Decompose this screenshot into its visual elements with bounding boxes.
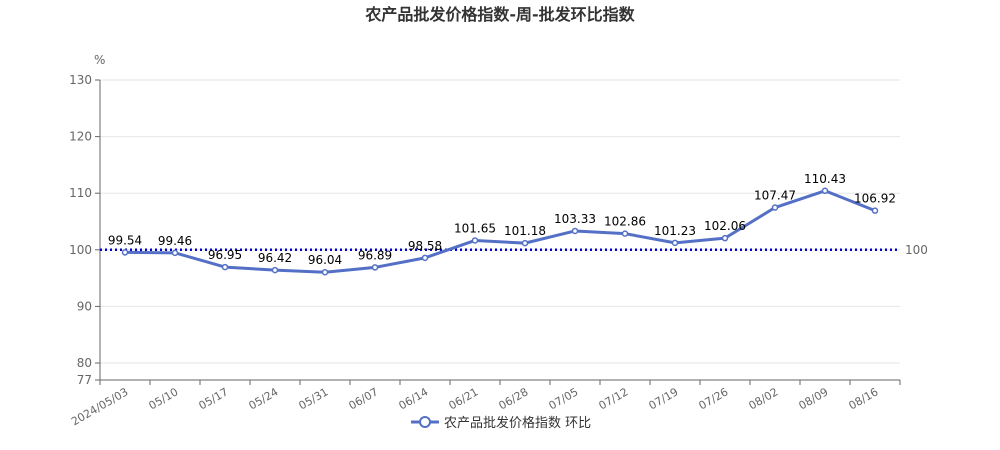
x-tick-label: 06/21 — [447, 385, 481, 412]
reference-line-label: 100 — [905, 243, 928, 257]
data-point[interactable] — [171, 249, 179, 257]
gridlines — [100, 79, 900, 364]
data-label: 99.46 — [158, 234, 192, 248]
x-tick-label: 08/16 — [847, 385, 881, 412]
chart-title: 农产品批发价格指数-周-批发环比指数 — [364, 5, 635, 24]
y-tick-label: 90 — [77, 299, 92, 313]
data-label: 106.92 — [854, 192, 896, 206]
data-point[interactable] — [421, 254, 429, 262]
x-tick-label: 05/24 — [247, 385, 281, 412]
data-label: 103.33 — [554, 212, 596, 226]
legend-marker-icon — [419, 416, 431, 428]
y-axis-unit: % — [94, 53, 105, 67]
x-tick-label: 08/02 — [747, 385, 781, 412]
legend-label: 农产品批发价格指数 环比 — [444, 415, 591, 431]
data-point[interactable] — [871, 207, 879, 214]
data-label: 96.04 — [308, 253, 342, 267]
axes — [99, 80, 900, 381]
y-tick-label: 130 — [69, 73, 92, 87]
data-label: 96.95 — [208, 248, 242, 262]
data-point[interactable] — [771, 204, 779, 211]
data-label: 102.06 — [704, 219, 746, 233]
y-tick-label: 120 — [69, 130, 92, 144]
data-label: 102.86 — [604, 215, 646, 229]
data-label: 96.89 — [358, 248, 392, 262]
data-point[interactable] — [371, 264, 379, 271]
data-point[interactable] — [121, 249, 129, 256]
reference-line: 100 — [100, 243, 928, 257]
series-group: 99.54 99.46 96.95 96.42 96.04 96.89 98.58 101.6… — [108, 172, 896, 276]
x-tick-label: 08/09 — [797, 385, 831, 412]
x-tick-label: 06/07 — [347, 385, 381, 412]
data-label: 101.23 — [654, 224, 696, 238]
y-tick-label: 77 — [77, 373, 92, 387]
y-tick-label: 80 — [77, 356, 92, 370]
x-tick-label: 06/14 — [397, 385, 431, 412]
x-tick-label: 07/12 — [597, 385, 631, 412]
data-label: 101.18 — [504, 224, 546, 238]
x-tick-label: 05/17 — [197, 385, 231, 412]
data-point[interactable] — [471, 237, 479, 244]
x-tick-label: 05/31 — [297, 385, 331, 412]
data-point[interactable] — [721, 234, 729, 242]
data-point[interactable] — [621, 230, 629, 237]
x-tick-label: 07/19 — [647, 385, 681, 412]
y-axis-ticks: 77 80 90 100 110 120 130 — [69, 73, 100, 387]
data-label: 98.58 — [408, 239, 442, 253]
x-tick-label: 06/28 — [497, 385, 531, 412]
data-label: 99.54 — [108, 233, 142, 247]
data-point[interactable] — [671, 239, 679, 247]
legend[interactable]: 农产品批发价格指数 环比 — [411, 415, 591, 431]
x-tick-label: 2024/05/03 — [69, 385, 130, 428]
data-label: 96.42 — [258, 251, 292, 265]
x-tick-label: 05/10 — [147, 385, 181, 412]
data-point[interactable] — [571, 227, 579, 235]
data-point[interactable] — [321, 268, 329, 276]
data-point[interactable] — [271, 266, 279, 274]
data-point[interactable] — [221, 263, 229, 271]
data-point[interactable] — [521, 239, 529, 247]
x-tick-label: 07/05 — [547, 385, 581, 412]
data-label: 101.65 — [454, 221, 496, 235]
y-tick-label: 110 — [69, 186, 92, 200]
data-label: 107.47 — [754, 189, 796, 203]
x-tick-label: 07/26 — [697, 385, 731, 412]
data-point[interactable] — [821, 187, 829, 195]
series-line — [124, 189, 876, 274]
data-label: 110.43 — [804, 172, 846, 186]
y-tick-label: 100 — [69, 243, 92, 257]
